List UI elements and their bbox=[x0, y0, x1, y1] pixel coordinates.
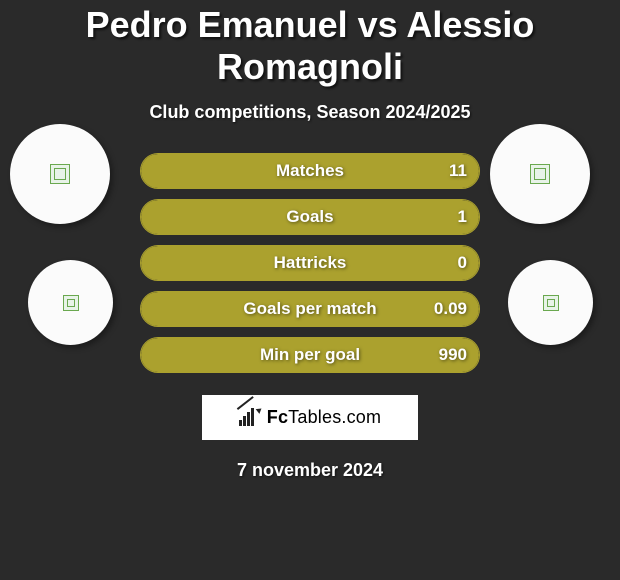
stat-value-right: 1 bbox=[458, 200, 467, 234]
stat-label: Matches bbox=[141, 154, 479, 188]
stat-row: Hattricks0 bbox=[140, 245, 480, 281]
player-left-avatar bbox=[10, 124, 110, 224]
broken-image-icon bbox=[63, 295, 79, 311]
stat-value-right: 0.09 bbox=[434, 292, 467, 326]
stat-label: Hattricks bbox=[141, 246, 479, 280]
comparison-page: Pedro Emanuel vs Alessio Romagnoli Club … bbox=[0, 0, 620, 580]
stat-value-right: 990 bbox=[439, 338, 467, 372]
comparison-date: 7 november 2024 bbox=[0, 460, 620, 481]
broken-image-icon bbox=[50, 164, 70, 184]
fctables-logo[interactable]: FcTables.com bbox=[202, 395, 418, 440]
club-right-avatar bbox=[508, 260, 593, 345]
bar-chart-icon bbox=[239, 408, 261, 428]
stat-value-right: 0 bbox=[458, 246, 467, 280]
logo-text: FcTables.com bbox=[267, 407, 381, 428]
stat-value-right: 11 bbox=[449, 154, 467, 188]
stat-row: Goals1 bbox=[140, 199, 480, 235]
club-left-avatar bbox=[28, 260, 113, 345]
stat-row: Matches11 bbox=[140, 153, 480, 189]
stat-row: Goals per match0.09 bbox=[140, 291, 480, 327]
stat-label: Goals bbox=[141, 200, 479, 234]
page-title: Pedro Emanuel vs Alessio Romagnoli bbox=[0, 0, 620, 88]
stat-label: Min per goal bbox=[141, 338, 479, 372]
stat-label: Goals per match bbox=[141, 292, 479, 326]
page-subtitle: Club competitions, Season 2024/2025 bbox=[0, 102, 620, 123]
broken-image-icon bbox=[543, 295, 559, 311]
player-right-avatar bbox=[490, 124, 590, 224]
stat-row: Min per goal990 bbox=[140, 337, 480, 373]
broken-image-icon bbox=[530, 164, 550, 184]
stats-list: Matches11 Goals1 Hattricks0 Goals per match… bbox=[140, 153, 480, 373]
